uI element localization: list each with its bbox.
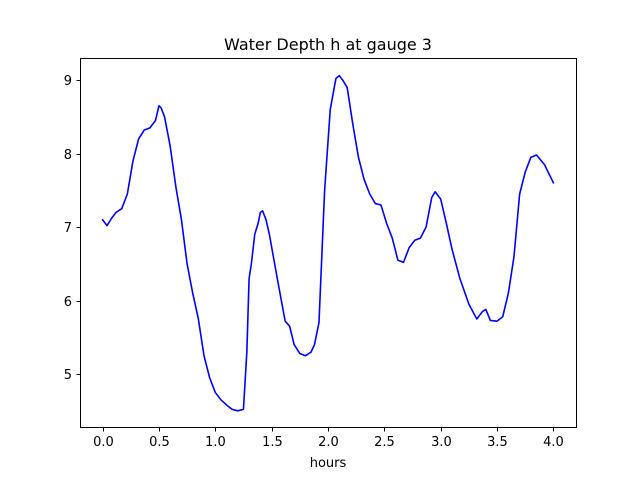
x-tick-label: 0.0 xyxy=(93,435,114,450)
x-tick-label: 3.5 xyxy=(487,435,508,450)
x-tick-label: 1.0 xyxy=(205,435,226,450)
x-tick-label: 4.0 xyxy=(543,435,564,450)
x-tick-label: 2.0 xyxy=(318,435,339,450)
y-tick-label: 9 xyxy=(64,74,72,89)
series-line-1 xyxy=(101,74,555,412)
x-tick-label: 3.0 xyxy=(431,435,452,450)
chart-title: Water Depth h at gauge 3 xyxy=(224,35,432,54)
x-tick-label: 2.5 xyxy=(374,435,395,450)
x-tick-label: 1.5 xyxy=(262,435,283,450)
y-tick-label: 5 xyxy=(64,368,72,383)
y-tick-label: 7 xyxy=(64,221,72,236)
x-tick-label: 0.5 xyxy=(149,435,170,450)
y-tick-label: 8 xyxy=(64,148,72,163)
y-tick-label: 6 xyxy=(64,295,72,310)
x-axis-label: hours xyxy=(310,456,347,471)
y-axis: 5 6 7 8 9 xyxy=(64,74,81,383)
x-axis: 0.0 0.5 1.0 1.5 2.0 2.5 3.0 3.5 4.0 xyxy=(93,427,564,450)
plot-area xyxy=(101,74,555,412)
plot-frame xyxy=(80,58,577,428)
